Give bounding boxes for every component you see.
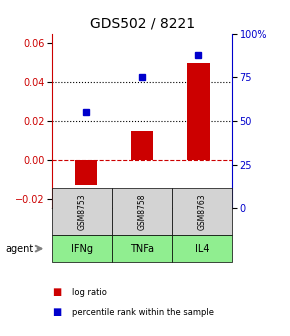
Text: IFNg: IFNg <box>71 244 93 254</box>
Text: GSM8763: GSM8763 <box>197 193 206 230</box>
Text: agent: agent <box>6 244 34 254</box>
Bar <box>131 131 153 160</box>
Text: TNFa: TNFa <box>130 244 154 254</box>
Text: log ratio: log ratio <box>72 288 107 297</box>
Text: GSM8758: GSM8758 <box>137 194 147 230</box>
Bar <box>75 160 97 185</box>
Text: ■: ■ <box>52 287 61 297</box>
Text: GDS502 / 8221: GDS502 / 8221 <box>90 16 195 31</box>
Text: percentile rank within the sample: percentile rank within the sample <box>72 308 215 317</box>
Text: ■: ■ <box>52 307 61 318</box>
Text: GSM8753: GSM8753 <box>78 193 87 230</box>
Text: IL4: IL4 <box>195 244 209 254</box>
Bar <box>187 63 210 160</box>
